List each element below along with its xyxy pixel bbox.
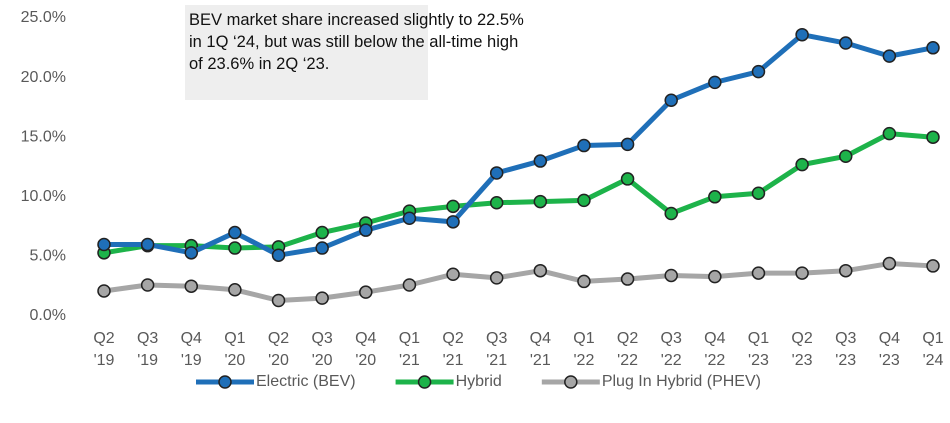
point [708, 190, 722, 204]
point [664, 206, 678, 221]
point [577, 274, 591, 289]
point [228, 283, 242, 297]
x-tick-label: Q1 '24 [922, 330, 944, 369]
x-tick-label: Q1 '21 [398, 330, 421, 369]
point [228, 241, 242, 255]
point [838, 263, 853, 278]
point [140, 237, 155, 252]
point [664, 93, 678, 107]
annotation-line: BEV market share increased slightly to 2… [189, 11, 524, 29]
x-tick-label: Q1 '20 [224, 330, 246, 369]
point [184, 246, 199, 260]
x-tick-label: Q3 '19 [136, 330, 159, 369]
point [751, 64, 766, 79]
point [882, 126, 897, 141]
point [751, 266, 766, 280]
point [271, 248, 286, 262]
point [446, 199, 460, 214]
x-tick-label: Q1 '23 [747, 330, 770, 369]
point [359, 223, 373, 237]
series-line [103, 131, 934, 256]
point [838, 36, 853, 50]
x-tick-label: Q4 '22 [704, 330, 726, 369]
point [446, 215, 460, 229]
point [533, 194, 548, 209]
x-tick-label: Q3 '20 [311, 330, 333, 369]
point [533, 154, 548, 168]
series-line [103, 261, 934, 304]
point [184, 279, 199, 293]
y-tick-label: 25.0% [21, 9, 66, 26]
point [882, 256, 897, 271]
legend-label: Plug In Hybrid (PHEV) [602, 373, 761, 390]
point [97, 237, 111, 252]
point [926, 41, 940, 55]
annotation: BEV market share increased slightly to 2… [185, 5, 524, 100]
x-tick-label: Q2 '23 [791, 330, 813, 369]
y-tick-label: 5.0% [30, 248, 66, 265]
point [533, 263, 548, 278]
x-tick-label: Q2 '19 [93, 330, 115, 369]
point [751, 186, 766, 200]
point [489, 271, 504, 285]
x-tick-label: Q2 '21 [442, 330, 464, 369]
x-tick-label: Q1 '22 [573, 330, 595, 369]
point [315, 225, 329, 240]
point [315, 291, 329, 305]
y-tick-label: 0.0% [30, 307, 66, 324]
point [402, 211, 417, 226]
point [140, 278, 155, 292]
point [228, 225, 242, 240]
x-tick-label: Q2 '20 [267, 330, 290, 369]
point [489, 166, 504, 180]
annotation-line: in 1Q ‘24, but was still below the all-t… [189, 33, 519, 51]
point [708, 269, 722, 284]
x-tick-label: Q2 '22 [616, 330, 639, 369]
point [446, 267, 460, 282]
x-tick-label: Q3 '22 [660, 330, 682, 369]
y-tick-label: 15.0% [21, 128, 66, 145]
point [795, 157, 809, 172]
legend-marker [417, 375, 432, 389]
x-tick-label: Q3 '23 [835, 330, 857, 369]
point [838, 149, 853, 164]
legend-label: Electric (BEV) [256, 373, 356, 390]
legend-label: Hybrid [456, 373, 502, 390]
legend-marker [564, 375, 578, 389]
point [664, 268, 678, 283]
point [620, 172, 635, 186]
point [359, 285, 373, 299]
x-tick-label: Q4 '20 [355, 330, 377, 369]
x-tick-label: Q4 '21 [529, 330, 551, 369]
point [620, 137, 635, 152]
point [577, 138, 591, 153]
point [97, 284, 111, 298]
point [402, 278, 417, 292]
point [620, 272, 635, 286]
point [926, 130, 940, 144]
y-tick-label: 20.0% [21, 69, 66, 86]
point [708, 75, 722, 90]
point [271, 293, 286, 308]
point [926, 259, 940, 273]
annotation-line: of 23.6% in 2Q ‘23. [189, 55, 330, 73]
point [489, 196, 504, 210]
point [577, 193, 591, 208]
x-tick-label: Q3 '21 [486, 330, 508, 369]
y-tick-label: 10.0% [21, 188, 66, 205]
point [315, 241, 329, 255]
point [795, 27, 809, 42]
series-line [104, 32, 934, 258]
x-tick-label: Q4 '19 [180, 330, 202, 369]
legend-marker [218, 375, 232, 389]
point [795, 266, 809, 280]
point [882, 49, 897, 63]
x-tick-label: Q4 '23 [878, 330, 901, 369]
